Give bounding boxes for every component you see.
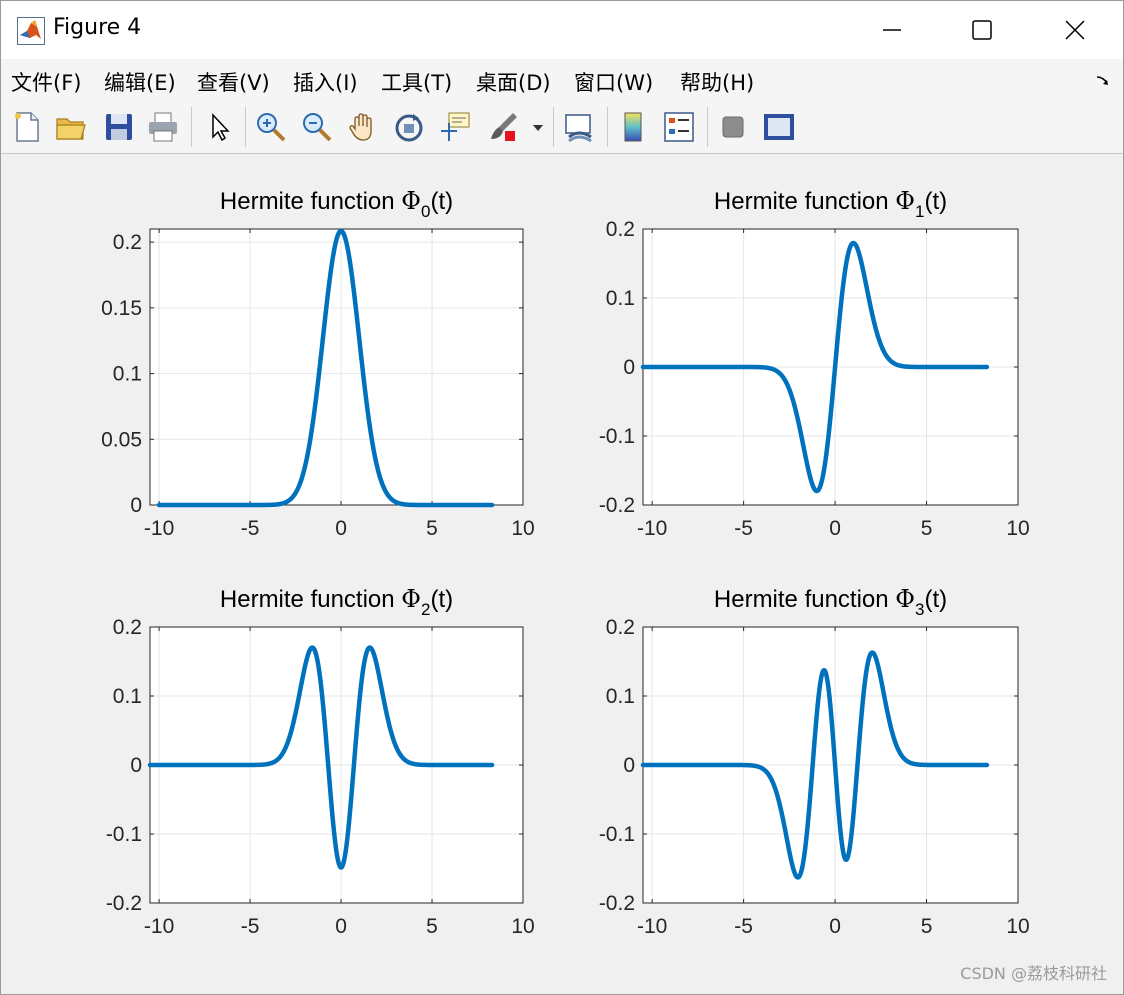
select-arrow-icon[interactable] [201,109,237,145]
y-tick-label: 0.1 [606,287,635,310]
x-tick-label: -10 [637,517,667,540]
menu-insert[interactable]: 插入(I) [293,71,358,95]
x-tick-label: -5 [241,517,260,540]
y-tick-label: 0.1 [113,685,142,708]
print-icon[interactable] [145,109,181,145]
y-tick-label: 0 [130,494,142,517]
menu-help[interactable]: 帮助(H) [680,71,755,95]
menu-edit[interactable]: 编辑(E) [104,71,176,95]
hermite-curve [640,240,990,494]
subplot-title: Hermite function Φ3(t) [714,585,947,619]
toolbar-separator [553,107,554,147]
x-tick-label: 0 [335,517,347,540]
menu-view[interactable]: 查看(V) [197,71,270,95]
x-tick-label: 5 [426,915,438,938]
subplot-title: Hermite function Φ2(t) [220,585,453,619]
maximize-icon [972,20,992,40]
x-tick-label: -10 [637,915,667,938]
y-tick-label: 0.05 [101,428,142,451]
x-tick-label: -5 [241,915,260,938]
toolbar-separator [707,107,708,147]
x-tick-label: 10 [1006,517,1029,540]
menu-tools[interactable]: 工具(T) [381,71,453,95]
menu-file[interactable]: 文件(F) [11,71,82,95]
x-tick-label: 0 [829,517,841,540]
y-tick-label: -0.1 [106,823,142,846]
y-tick-label: 0.1 [606,685,635,708]
hermite-curve [640,650,990,880]
show-plot-tools-icon[interactable] [761,109,797,145]
x-tick-label: -10 [144,915,174,938]
y-tick-label: 0 [623,754,635,777]
x-tick-label: -10 [144,517,174,540]
toolbar-separator [245,107,246,147]
x-tick-label: 0 [829,915,841,938]
x-tick-label: 0 [335,915,347,938]
open-file-icon[interactable] [53,109,89,145]
hide-plot-tools-icon[interactable] [715,109,751,145]
hermite-curve [156,228,495,508]
y-tick-label: -0.2 [599,494,635,517]
y-tick-label: 0.1 [113,363,142,386]
rotate-3d-icon[interactable] [391,109,427,145]
y-tick-label: 0 [623,356,635,379]
x-tick-label: 10 [511,517,534,540]
minimize-button[interactable] [869,9,915,51]
link-plot-icon[interactable] [561,109,597,145]
window-title: Figure 4 [53,15,142,40]
maximize-button[interactable] [959,9,1005,51]
figure-canvas[interactable]: -10 -5 0 5 10 0 0.05 0.1 0.15 0.2 Hermite function… [2,154,1122,994]
brush-icon[interactable] [485,109,521,145]
new-figure-icon[interactable] [9,109,45,145]
y-tick-label: -0.2 [106,892,142,915]
colorbar-icon[interactable] [615,109,651,145]
title-bar[interactable]: Figure 4 [1,1,1123,59]
figure-toolbar [1,101,1123,154]
y-tick-label: -0.1 [599,425,635,448]
x-tick-label: 5 [921,517,933,540]
y-tick-label: 0.2 [113,616,142,639]
y-tick-label: 0.15 [101,297,142,320]
brush-dropdown-icon[interactable] [529,109,547,145]
zoom-out-icon[interactable] [299,109,335,145]
menu-window[interactable]: 窗口(W) [574,71,654,95]
hermite-curve [147,645,495,870]
zoom-in-icon[interactable] [253,109,289,145]
x-tick-label: -5 [734,915,753,938]
toolbar-separator [607,107,608,147]
save-icon[interactable] [101,109,137,145]
subplot-title: Hermite function Φ0(t) [220,187,453,221]
x-tick-label: 5 [426,517,438,540]
axes-background [150,229,523,505]
menu-bar: 文件(F) 编辑(E) 查看(V) 插入(I) 工具(T) 桌面(D) 窗口(W… [1,59,1123,102]
x-tick-label: 10 [1006,915,1029,938]
y-tick-label: 0 [130,754,142,777]
watermark: CSDN @荔枝科研社 [960,964,1107,983]
pan-hand-icon[interactable] [345,109,381,145]
y-tick-label: 0.2 [113,231,142,254]
x-tick-label: 10 [511,915,534,938]
matlab-logo-icon [17,17,45,45]
y-tick-label: -0.1 [599,823,635,846]
data-cursor-icon[interactable] [437,109,473,145]
x-tick-label: 5 [921,915,933,938]
dock-arrow-icon[interactable] [1095,73,1111,89]
y-tick-label: 0.2 [606,218,635,241]
y-tick-label: 0.2 [606,616,635,639]
menu-desktop[interactable]: 桌面(D) [476,71,551,95]
minimize-icon [883,29,901,31]
toolbar-separator [191,107,192,147]
y-tick-label: -0.2 [599,892,635,915]
legend-icon[interactable] [661,109,697,145]
close-icon [1065,20,1085,40]
close-button[interactable] [1052,9,1098,51]
axes-border [149,228,524,506]
subplot-title: Hermite function Φ1(t) [714,187,947,221]
x-tick-label: -5 [734,517,753,540]
